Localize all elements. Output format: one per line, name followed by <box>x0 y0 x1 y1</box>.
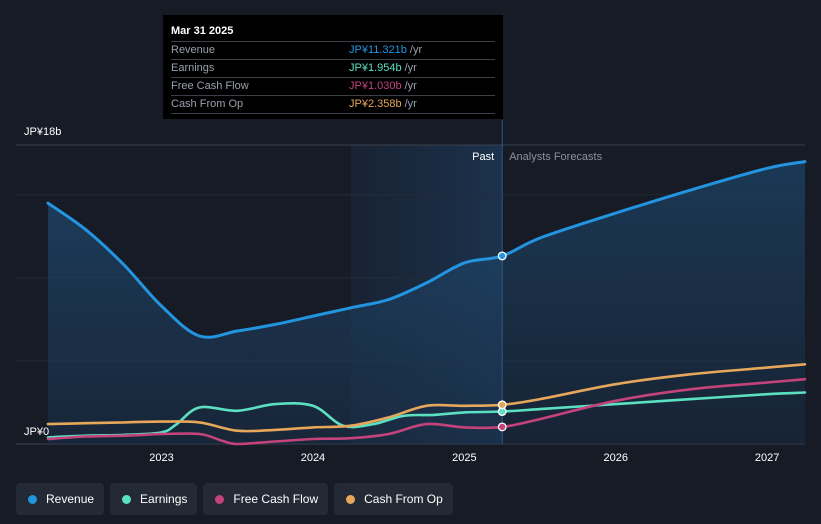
revenue-area <box>48 161 805 444</box>
earnings-line <box>46 391 807 439</box>
tooltip-row-free-cash-flow: Free Cash Flow JP¥1.030b /yr <box>171 78 495 96</box>
y-axis-top-label: JP¥18b <box>24 126 62 138</box>
tooltip-row-cash-from-op: Cash From Op JP¥2.358b /yr <box>171 96 495 114</box>
free-cash-flow-marker <box>497 422 507 432</box>
legend-label: Revenue <box>46 492 95 506</box>
tooltip-row-unit: /yr <box>404 80 417 92</box>
x-tick-label: 2026 <box>604 452 628 464</box>
legend-item-earnings[interactable]: Earnings <box>110 483 198 515</box>
free-cash-flow-line <box>46 377 807 446</box>
tooltip-row-unit: /yr <box>404 98 417 110</box>
cash-from-op-marker <box>497 400 507 410</box>
x-tick-label: 2023 <box>149 452 173 464</box>
tooltip-row-unit: /yr <box>409 44 423 56</box>
tooltip-row-name: Earnings <box>171 62 215 74</box>
tooltip-row-unit: /yr <box>404 62 417 74</box>
earnings-dot-icon <box>122 494 132 504</box>
tooltip-date: Mar 31 2025 <box>171 24 495 42</box>
legend: Revenue Earnings Free Cash Flow Cash Fro… <box>16 483 453 515</box>
x-tick-label: 2027 <box>755 452 779 464</box>
legend-item-cash-from-op[interactable]: Cash From Op <box>334 483 453 515</box>
legend-label: Earnings <box>140 492 188 506</box>
tooltip-row-value: JP¥1.954b <box>349 62 402 74</box>
x-tick-label: 2024 <box>301 452 325 464</box>
revenue-dot-icon <box>28 494 37 504</box>
tooltip-row-name: Cash From Op <box>171 98 244 110</box>
revenue-marker <box>497 251 507 261</box>
legend-label: Free Cash Flow <box>233 492 319 506</box>
x-tick-label: 2025 <box>452 452 476 464</box>
tooltip-row-name: Revenue <box>171 44 216 56</box>
tooltip-row-name: Free Cash Flow <box>171 80 249 92</box>
cash-from-op-line <box>46 363 807 433</box>
free-cash-flow-dot-icon <box>215 494 225 504</box>
tooltip-row-value: JP¥1.030b <box>349 80 402 92</box>
tooltip-row-value: JP¥2.358b <box>349 98 402 110</box>
tooltip: Mar 31 2025 Revenue JP¥11.321b /yr Earni… <box>163 15 503 119</box>
forecast-label: Analysts Forecasts <box>509 151 602 163</box>
tooltip-row-value: JP¥11.321b <box>349 44 407 56</box>
y-axis-bottom-label: JP¥0 <box>24 426 50 438</box>
tooltip-row-revenue: Revenue JP¥11.321b /yr <box>171 42 495 60</box>
tooltip-row-earnings: Earnings JP¥1.954b /yr <box>171 60 495 78</box>
cash-from-op-dot-icon <box>346 494 356 504</box>
revenue-line <box>46 160 807 339</box>
past-label: Past <box>472 151 494 163</box>
forecast-overlay <box>502 145 805 444</box>
legend-item-revenue[interactable]: Revenue <box>16 483 105 515</box>
legend-label: Cash From Op <box>364 492 443 506</box>
legend-item-free-cash-flow[interactable]: Free Cash Flow <box>203 483 329 515</box>
